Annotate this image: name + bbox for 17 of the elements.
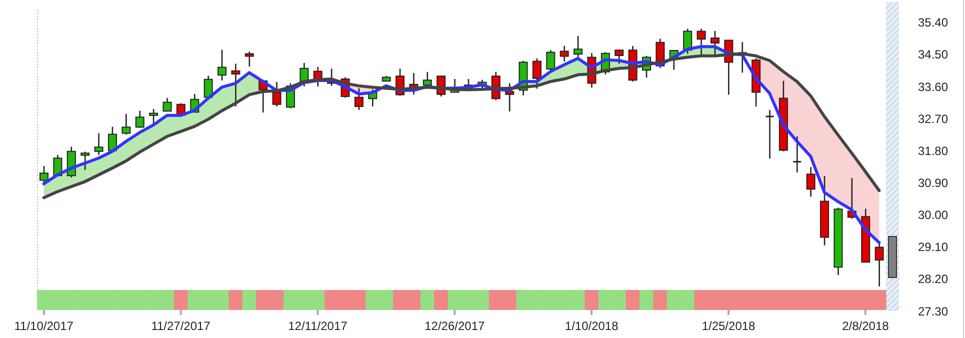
- y-tick-label: 28.20: [918, 272, 948, 286]
- x-tick-label: 1/10/2018: [564, 319, 619, 333]
- x-tick-label: 11/27/2017: [151, 319, 211, 333]
- y-tick-label: 31.80: [918, 144, 948, 158]
- x-tick-label: 11/10/2017: [14, 319, 74, 333]
- x-tick-label: 2/8/2018: [842, 319, 890, 333]
- y-tick-label: 32.70: [918, 112, 948, 126]
- x-tick-label: 12/11/2017: [288, 319, 348, 333]
- y-tick-label: 34.50: [918, 48, 948, 62]
- y-tick-label: 30.00: [918, 208, 948, 222]
- y-tick-label: 35.40: [918, 16, 948, 30]
- y-tick-label: 33.60: [918, 80, 948, 94]
- y-tick-label: 29.10: [918, 240, 948, 254]
- y-tick-label: 30.90: [918, 176, 948, 190]
- x-tick-label: 12/26/2017: [424, 319, 486, 333]
- x-tick-label: 1/25/2018: [702, 319, 756, 333]
- y-tick-label: 27.30: [918, 304, 948, 318]
